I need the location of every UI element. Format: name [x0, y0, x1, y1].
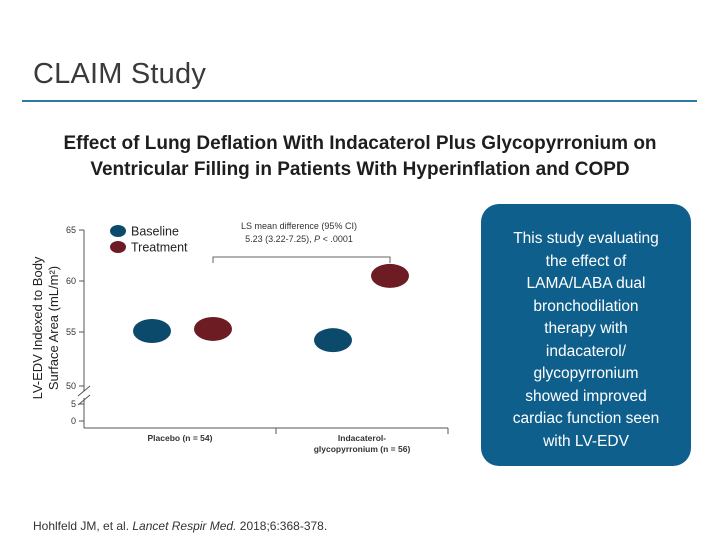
- lv-edv-chart: 55 60 65 0 5 50 LV-EDV Indexed to Body Surface …: [30, 221, 449, 454]
- summary-callout: This study evaluating the effect of LAMA/L…: [481, 204, 691, 466]
- callout-line: This study evaluating: [513, 230, 659, 247]
- y-axis-break-mark: [77, 394, 91, 406]
- chart-title-line-1: Effect of Lung Deflation With Indacatero…: [63, 133, 657, 154]
- data-point-treatment: [194, 316, 232, 341]
- legend-marker-baseline: [110, 225, 126, 237]
- annotation-label: LS mean difference (95% CI): [241, 221, 357, 231]
- callout-line: LAMA/LABA dual: [526, 275, 646, 292]
- slide-title: CLAIM Study: [33, 58, 207, 90]
- y-tick-label: 60: [66, 276, 76, 286]
- citation-authors: Hohlfeld JM, et al.: [33, 519, 133, 533]
- y-axis-break-mark: [77, 385, 91, 397]
- x-category-label: Indacaterol-: [338, 433, 386, 443]
- chart-title: Effect of Lung Deflation With Indacatero…: [20, 131, 700, 183]
- data-point-baseline: [133, 318, 171, 343]
- legend-label: Baseline: [131, 225, 179, 239]
- y-axis-label: LV-EDV Indexed to Body: [30, 256, 45, 399]
- callout-line: cardiac function seen: [512, 410, 660, 427]
- callout-line: glycopyrronium: [533, 365, 639, 382]
- x-category-label: Placebo (n = 54): [148, 433, 213, 443]
- legend-label: Treatment: [131, 241, 188, 255]
- callout-line: showed improved: [525, 387, 647, 405]
- title-divider: [22, 100, 697, 102]
- callout-line: with LV-EDV: [543, 432, 629, 450]
- y-tick-label: 50: [66, 381, 76, 391]
- citation-details: 2018;6:368-378.: [236, 519, 328, 533]
- y-axis-label: Surface Area (mL/m²): [46, 266, 61, 390]
- callout-line: the effect of: [545, 252, 627, 270]
- data-point-treatment: [371, 263, 409, 288]
- y-tick-label: 55: [66, 327, 76, 337]
- annotation-stat: 5.23 (3.22-7.25), P < .0001: [245, 234, 353, 244]
- chart-title-line-2: Ventricular Filling in Patients With Hyp…: [90, 159, 630, 180]
- data-point-baseline: [314, 328, 352, 353]
- x-category-label: glycopyrronium (n = 56): [314, 444, 411, 454]
- y-tick-label: 5: [71, 399, 76, 409]
- callout-line: therapy with: [544, 320, 628, 337]
- callout-line: bronchodilation: [533, 297, 639, 315]
- significance-bracket: [212, 256, 391, 263]
- y-tick-label: 65: [66, 225, 76, 235]
- y-tick-label: 0: [71, 416, 76, 426]
- citation-journal: Lancet Respir Med.: [132, 519, 237, 533]
- citation: Hohlfeld JM, et al. Lancet Respir Med. 2…: [33, 519, 327, 533]
- legend-marker-treatment: [110, 241, 126, 253]
- callout-line: indacaterol/: [545, 342, 627, 360]
